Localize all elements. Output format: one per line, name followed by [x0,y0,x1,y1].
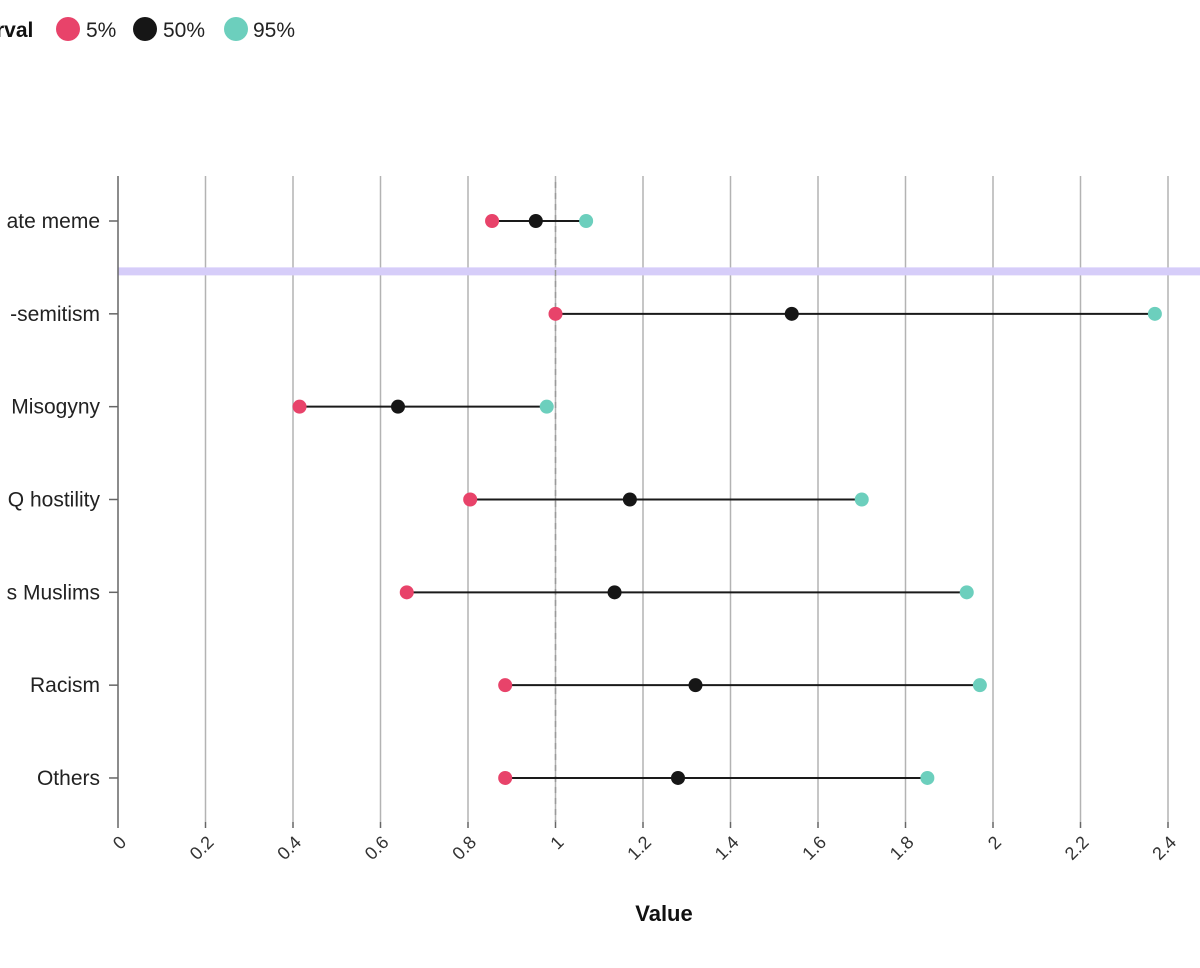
data-marks [292,214,1162,785]
legend-swatch-2 [224,17,248,41]
x-tick-label-12: 2.4 [1148,832,1180,864]
category-label-0: ate meme [7,210,100,233]
category-label-1: -semitism [10,303,100,326]
legend-label-2: 95% [253,19,295,42]
legend-label-0: 5% [86,19,116,42]
legend: rval 5% 50% 95% [0,17,295,42]
point-95pct-5 [972,678,987,693]
category-label-6: Others [37,767,100,790]
legend-label-1: 50% [163,19,205,42]
x-axis-title: Value [635,901,692,926]
point-5pct-0 [485,214,500,228]
x-tick-label-3: 0.6 [361,832,393,864]
point-50pct-0 [528,214,543,228]
point-50pct-6 [671,770,685,785]
category-label-2: Misogyny [11,396,100,419]
category-label-3: Q hostility [8,488,101,511]
x-tick-label-2: 0.4 [273,832,305,864]
x-tick-label-11: 2.2 [1061,832,1093,864]
x-tick-label-8: 1.6 [798,832,830,864]
x-tick-label-10: 2 [984,832,1005,853]
point-50pct-4 [607,585,622,600]
x-tick-label-4: 0.8 [448,832,480,864]
legend-title: rval [0,19,33,42]
axes: 0 0.2 0.4 0.6 0.8 1 1.2 1.4 1.6 1.8 2 2.2 2.4 ate mem… [7,176,1180,864]
x-tick-label-9: 1.8 [886,832,918,864]
point-5pct-2 [292,399,307,414]
x-tick-label-1: 0.2 [186,832,218,864]
x-tick-label-6: 1.2 [623,832,655,864]
legend-swatch-0 [56,17,80,41]
point-95pct-6 [920,770,935,785]
category-label-4: s Muslims [7,581,100,604]
point-50pct-2 [391,399,405,414]
point-95pct-4 [959,585,974,600]
point-95pct-3 [854,492,869,507]
legend-swatch-1 [133,17,157,41]
point-5pct-3 [463,492,478,507]
category-label-5: Racism [30,674,100,697]
x-tick-label-7: 1.4 [711,832,743,864]
point-50pct-1 [784,306,799,321]
point-95pct-2 [539,399,554,414]
point-50pct-5 [688,678,703,693]
point-50pct-3 [622,492,637,507]
point-5pct-4 [399,585,414,600]
point-5pct-6 [498,770,513,785]
point-95pct-1 [1147,306,1162,321]
point-5pct-5 [498,678,513,693]
point-95pct-0 [579,214,594,228]
x-tick-label-0: 0 [109,832,130,853]
x-tick-label-5: 1 [546,832,567,853]
point-5pct-1 [548,306,563,321]
